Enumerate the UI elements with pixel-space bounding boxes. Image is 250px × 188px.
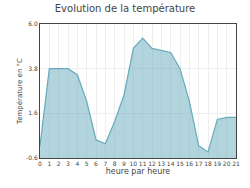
svg-text:15: 15	[176, 160, 184, 167]
svg-text:21: 21	[232, 160, 240, 167]
svg-text:3.8: 3.8	[28, 65, 38, 72]
svg-text:7: 7	[103, 160, 107, 167]
svg-text:1: 1	[47, 160, 51, 167]
svg-text:-0.6: -0.6	[26, 154, 38, 161]
svg-text:Température en °C: Température en °C	[16, 58, 24, 125]
svg-text:16: 16	[186, 160, 194, 167]
svg-text:19: 19	[214, 160, 222, 167]
svg-text:20: 20	[223, 160, 231, 167]
svg-text:heure par heure: heure par heure	[106, 167, 171, 176]
svg-text:5: 5	[85, 160, 89, 167]
svg-text:11: 11	[139, 160, 147, 167]
svg-text:14: 14	[167, 160, 175, 167]
svg-text:6: 6	[94, 160, 98, 167]
svg-text:3: 3	[66, 160, 70, 167]
svg-text:13: 13	[158, 160, 166, 167]
svg-text:8: 8	[113, 160, 117, 167]
svg-text:Evolution de la température: Evolution de la température	[55, 3, 195, 14]
svg-text:9: 9	[122, 160, 126, 167]
svg-text:1.6: 1.6	[28, 109, 38, 116]
svg-text:12: 12	[148, 160, 156, 167]
svg-text:4: 4	[75, 160, 79, 167]
svg-text:18: 18	[204, 160, 212, 167]
svg-text:17: 17	[195, 160, 203, 167]
svg-text:0: 0	[38, 160, 42, 167]
svg-text:2: 2	[57, 160, 61, 167]
svg-text:6.0: 6.0	[28, 20, 38, 27]
svg-text:10: 10	[130, 160, 138, 167]
